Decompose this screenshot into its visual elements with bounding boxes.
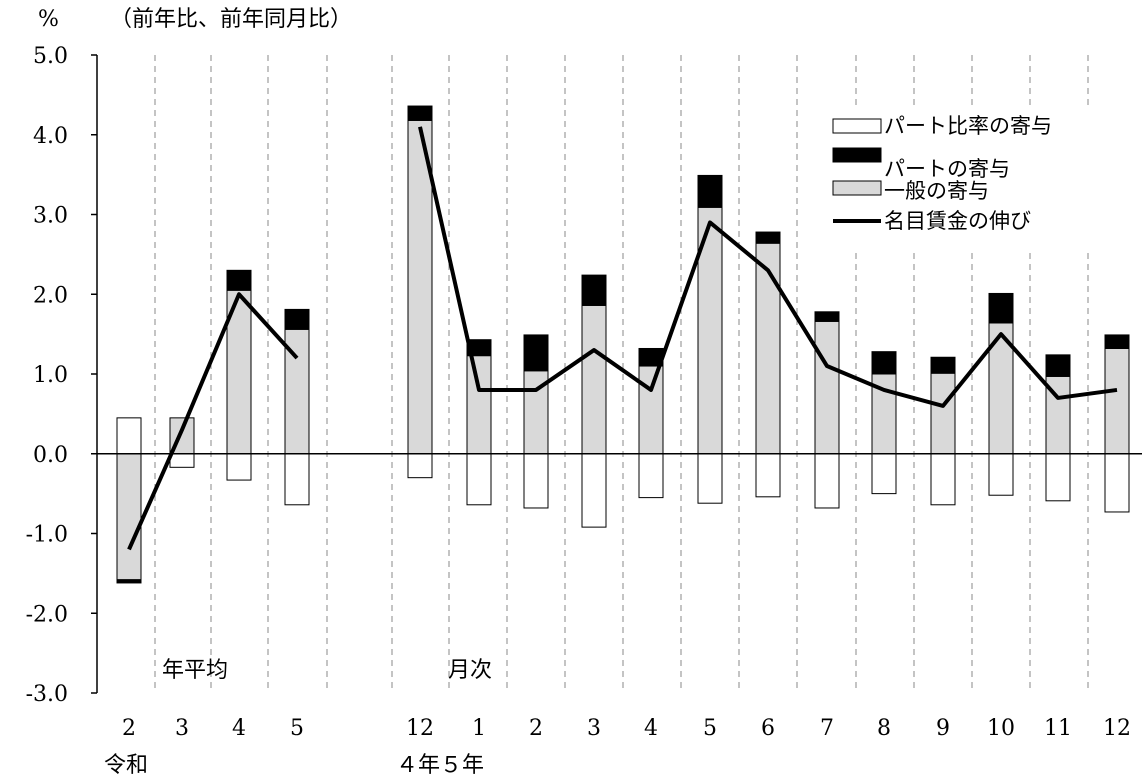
annual-group-label: 年平均 (162, 658, 228, 683)
bar-part-ratio (1045, 453, 1071, 502)
bar-part-ratio (1104, 453, 1130, 513)
grid-layer (154, 55, 1089, 693)
bar-part-ratio (814, 453, 840, 509)
bar-part (226, 269, 252, 291)
bar-part-ratio (523, 453, 549, 509)
bar-part (1045, 354, 1071, 377)
bar-general (755, 242, 781, 455)
bar-part (755, 231, 781, 244)
bar-part (697, 174, 723, 208)
legend-label-part: パートの寄与 (884, 157, 1010, 181)
bar-part-ratio (697, 453, 723, 504)
bar-part (581, 274, 607, 306)
bar-part-ratio (407, 453, 433, 479)
bar-part (814, 311, 840, 322)
x-tick-label: 12 (1103, 716, 1131, 741)
legend-swatch-general (832, 180, 882, 196)
bar-part (284, 308, 310, 330)
legend-label-part-ratio: パート比率の寄与 (884, 114, 1052, 138)
bar-part-ratio (581, 453, 607, 528)
bar-part-ratio (116, 417, 142, 455)
y-tick-label: 3.0 (33, 204, 68, 229)
legend-swatch-part-ratio (832, 118, 882, 134)
y-tick-label: 5.0 (33, 44, 68, 69)
x-tick-label: 4 (232, 716, 246, 741)
era-label: 令和 (104, 753, 148, 778)
y-unit-label: % (38, 7, 59, 32)
x-tick-label: 2 (529, 716, 543, 741)
y-tick-label: 1.0 (33, 363, 68, 388)
bar-general (466, 355, 492, 455)
bar-part (871, 351, 897, 375)
bar-layer (116, 105, 1130, 584)
bar-general (638, 365, 664, 455)
x-tick-label: 9 (936, 716, 950, 741)
bar-part-ratio (871, 453, 897, 495)
bar-part (930, 356, 956, 374)
line-layer (127, 126, 1118, 551)
legend-label-nominal-wage: 名目賃金の伸び (884, 209, 1031, 233)
bar-part (523, 334, 549, 372)
bar-part-ratio (988, 453, 1014, 496)
x-tick-label: 11 (1044, 716, 1072, 741)
bar-part (466, 339, 492, 357)
bar-general (930, 372, 956, 455)
legend-label-general: 一般の寄与 (884, 179, 989, 203)
y-tick-label: 2.0 (33, 283, 68, 308)
nominal-wage-line-monthly (418, 126, 1118, 408)
x-tick-label: 12 (406, 716, 434, 741)
x-tick-label: 5 (290, 716, 304, 741)
bar-part (1104, 334, 1130, 349)
bar-general (116, 453, 142, 581)
y-tick-label: -3.0 (26, 682, 68, 707)
bar-part-ratio (466, 453, 492, 506)
bar-part-ratio (284, 453, 310, 506)
y-tick-label: 4.0 (33, 124, 68, 149)
y-tick-label: 0.0 (33, 443, 68, 468)
y-tick-label: -2.0 (26, 602, 68, 627)
x-tick-label: 2 (122, 716, 136, 741)
legend-swatch-part (832, 147, 882, 163)
x-tick-label: 8 (877, 716, 891, 741)
nominal-wage-line-annual (127, 292, 299, 551)
month-years-label: ４年５年 (396, 753, 484, 778)
x-tick-label: 3 (587, 716, 601, 741)
monthly-group-label: 月次 (448, 658, 492, 683)
xtick-layer: 2 3 4 5 12 1 2 3 4 5 6 7 8 9 10 11 12 (122, 716, 1131, 741)
bar-part (407, 105, 433, 121)
x-tick-label: 7 (820, 716, 834, 741)
bar-part-ratio (226, 453, 252, 481)
chart-subtitle: （前年比、前年同月比） (110, 7, 352, 32)
bar-part (988, 292, 1014, 324)
legend: パート比率の寄与 パートの寄与 一般の寄与 名目賃金の伸び (822, 108, 1138, 250)
x-tick-label: 1 (472, 716, 486, 741)
x-tick-label: 6 (761, 716, 775, 741)
bar-part-ratio (638, 453, 664, 499)
bar-general (814, 320, 840, 455)
x-tick-label: 3 (175, 716, 189, 741)
bar-general (581, 304, 607, 455)
x-tick-label: 5 (703, 716, 717, 741)
bar-part-ratio (169, 453, 195, 468)
bar-part (116, 579, 142, 584)
bar-general (1104, 347, 1130, 455)
x-tick-label: 4 (644, 716, 658, 741)
y-tick-label: -1.0 (26, 523, 68, 548)
ytick-layer: 5.0 4.0 3.0 2.0 1.0 0.0 -1.0 -2.0 -3.0 (26, 44, 97, 707)
bar-part-ratio (930, 453, 956, 506)
bar-part-ratio (755, 453, 781, 498)
x-tick-label: 10 (987, 716, 1015, 741)
